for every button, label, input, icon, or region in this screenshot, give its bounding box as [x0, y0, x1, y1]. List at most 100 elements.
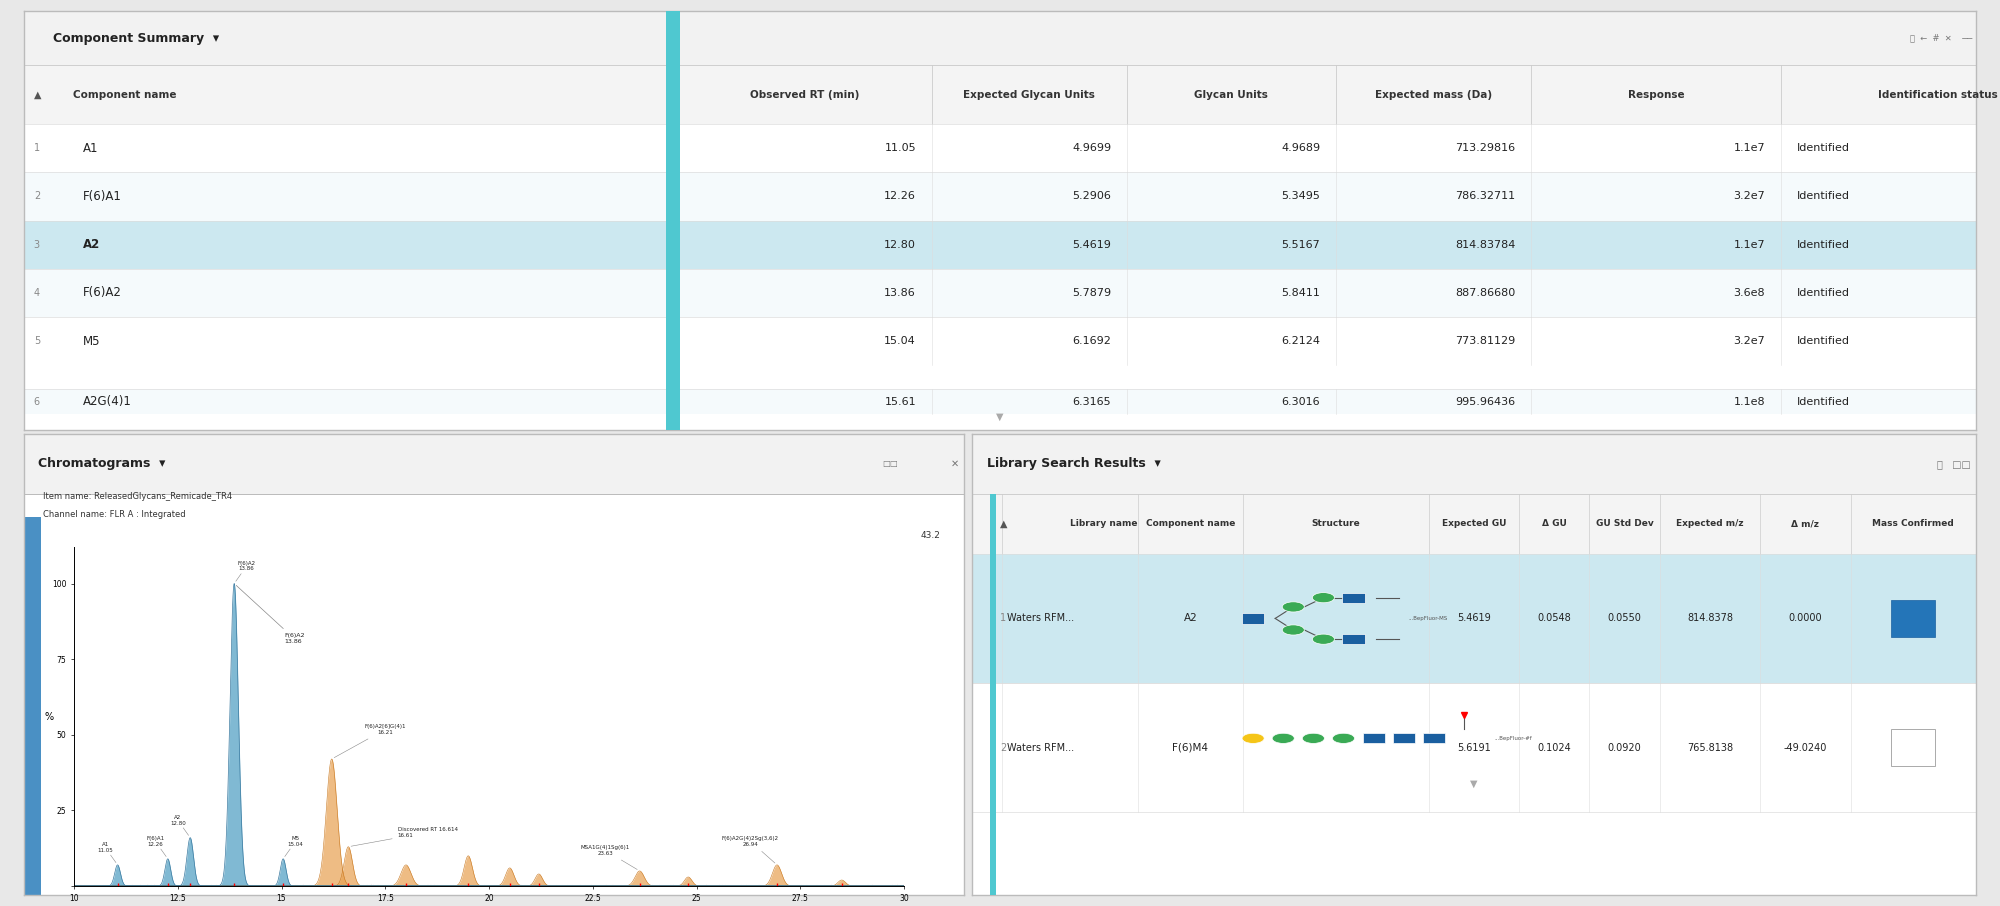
- Text: Identified: Identified: [1796, 397, 1850, 407]
- Text: 4.9689: 4.9689: [1282, 143, 1320, 153]
- Text: ▼: ▼: [1470, 779, 1478, 789]
- Text: 0.0550: 0.0550: [1608, 613, 1642, 623]
- Text: ▲: ▲: [34, 90, 42, 100]
- Text: 0.0548: 0.0548: [1538, 613, 1572, 623]
- Text: MSA1G(4)1Sg(6)1
23.63: MSA1G(4)1Sg(6)1 23.63: [580, 845, 638, 870]
- Bar: [1242, 613, 1264, 623]
- Text: 5.7879: 5.7879: [1072, 288, 1112, 298]
- Bar: [24, 65, 1976, 124]
- Text: Waters RFM...: Waters RFM...: [1008, 743, 1074, 753]
- Bar: [24, 124, 1976, 172]
- Circle shape: [1312, 634, 1334, 644]
- Text: Mass Confirmed: Mass Confirmed: [1872, 519, 1954, 528]
- Text: Expected m/z: Expected m/z: [1676, 519, 1744, 528]
- Text: Library name: Library name: [1070, 519, 1138, 528]
- Text: 2: 2: [1000, 743, 1006, 753]
- Text: 5.5167: 5.5167: [1282, 240, 1320, 250]
- Text: Δ GU: Δ GU: [1542, 519, 1566, 528]
- Text: Δ m/z: Δ m/z: [1792, 519, 1820, 528]
- Text: ✓: ✓: [1908, 612, 1918, 625]
- Circle shape: [1302, 733, 1324, 744]
- Text: □□: □□: [882, 459, 898, 468]
- Text: Response: Response: [1628, 90, 1684, 100]
- Bar: [666, 269, 680, 317]
- Text: Component name: Component name: [1146, 519, 1236, 528]
- Text: Identified: Identified: [1796, 191, 1850, 201]
- Text: A2: A2: [82, 238, 100, 251]
- Bar: [1892, 600, 1936, 637]
- Text: A1
11.05: A1 11.05: [98, 842, 116, 863]
- Bar: [1342, 634, 1364, 644]
- Bar: [666, 11, 680, 430]
- Text: 43.2: 43.2: [920, 531, 940, 540]
- Text: Expected GU: Expected GU: [1442, 519, 1506, 528]
- Text: Component Summary  ▾: Component Summary ▾: [54, 32, 220, 44]
- Text: 11.05: 11.05: [884, 143, 916, 153]
- Circle shape: [1282, 625, 1304, 635]
- Text: ▼: ▼: [996, 412, 1004, 422]
- Bar: [666, 220, 680, 269]
- Text: Expected mass (Da): Expected mass (Da): [1374, 90, 1492, 100]
- Text: 6: 6: [34, 397, 40, 407]
- Text: 4: 4: [34, 288, 40, 298]
- Text: A2G(4)1: A2G(4)1: [82, 395, 132, 408]
- Text: Discovered RT 16.614
16.61: Discovered RT 16.614 16.61: [352, 827, 458, 846]
- Text: Identified: Identified: [1796, 336, 1850, 346]
- Bar: [1362, 733, 1384, 744]
- Circle shape: [1242, 733, 1264, 744]
- Text: A1: A1: [82, 141, 98, 155]
- Text: 1: 1: [1000, 613, 1006, 623]
- Bar: [666, 172, 680, 220]
- Text: 713.29816: 713.29816: [1456, 143, 1516, 153]
- Bar: [1392, 733, 1414, 744]
- Text: 814.8378: 814.8378: [1686, 613, 1732, 623]
- Text: M5
15.04: M5 15.04: [284, 836, 304, 856]
- Text: Channel name: FLR A : Integrated: Channel name: FLR A : Integrated: [42, 510, 186, 519]
- Circle shape: [1312, 593, 1334, 602]
- Bar: [24, 317, 1976, 365]
- Text: 3.2e7: 3.2e7: [1734, 336, 1766, 346]
- Bar: [972, 683, 1976, 812]
- Text: 786.32711: 786.32711: [1456, 191, 1516, 201]
- Text: F(6)A2G(4)2Sg(3,6)2
26.94: F(6)A2G(4)2Sg(3,6)2 26.94: [722, 836, 780, 863]
- Text: 3.2e7: 3.2e7: [1734, 191, 1766, 201]
- Text: Identified: Identified: [1796, 288, 1850, 298]
- Bar: [990, 554, 996, 683]
- Text: 6.3016: 6.3016: [1282, 397, 1320, 407]
- Y-axis label: %: %: [44, 711, 54, 722]
- Bar: [972, 434, 1976, 494]
- Text: 5.6191: 5.6191: [1458, 743, 1490, 753]
- Text: 6.2124: 6.2124: [1282, 336, 1320, 346]
- Text: A2: A2: [1184, 613, 1198, 623]
- Text: 15.04: 15.04: [884, 336, 916, 346]
- Bar: [24, 269, 1976, 317]
- Text: 4.9699: 4.9699: [1072, 143, 1112, 153]
- Bar: [990, 683, 996, 812]
- Circle shape: [1272, 733, 1294, 744]
- Text: Structure: Structure: [1312, 519, 1360, 528]
- Bar: [24, 11, 1976, 65]
- Text: 13.86: 13.86: [884, 288, 916, 298]
- Text: A2
12.80: A2 12.80: [170, 814, 188, 835]
- Text: -49.0240: -49.0240: [1784, 743, 1828, 753]
- Text: Chromatograms  ▾: Chromatograms ▾: [38, 458, 166, 470]
- Text: Component name: Component name: [72, 90, 176, 100]
- Text: F(6)A2
13.86: F(6)A2 13.86: [236, 585, 304, 644]
- Bar: [972, 554, 1976, 683]
- Text: 2: 2: [34, 191, 40, 201]
- Bar: [990, 494, 996, 895]
- Bar: [666, 317, 680, 365]
- Text: F(6)A2: F(6)A2: [82, 286, 122, 300]
- Bar: [666, 390, 680, 413]
- Text: Identification status: Identification status: [1878, 90, 1998, 100]
- Text: Item name: ReleasedGlycans_Remicade_TR4: Item name: ReleasedGlycans_Remicade_TR4: [42, 492, 232, 501]
- Bar: [24, 172, 1976, 220]
- Text: F(6)A1
12.26: F(6)A1 12.26: [146, 836, 166, 856]
- Text: ✕: ✕: [952, 459, 960, 469]
- Text: F(6)M4: F(6)M4: [1172, 743, 1208, 753]
- Bar: [24, 434, 964, 494]
- Text: 15.61: 15.61: [884, 397, 916, 407]
- Text: 3.6e8: 3.6e8: [1734, 288, 1766, 298]
- Text: ▲: ▲: [1000, 519, 1008, 529]
- Text: GU Std Dev: GU Std Dev: [1596, 519, 1654, 528]
